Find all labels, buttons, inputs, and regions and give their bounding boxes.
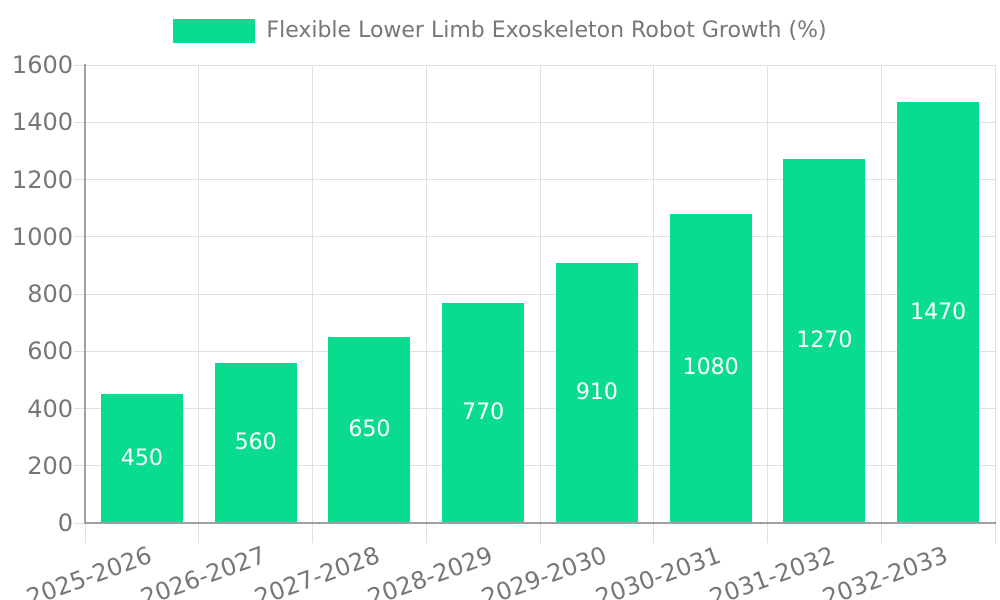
bar: 650 <box>328 336 411 523</box>
y-axis-tick-label: 400 <box>27 394 73 423</box>
y-axis-tick-label: 0 <box>57 509 73 537</box>
bar: 1470 <box>897 102 980 523</box>
x-axis-tick-label: 2025-2026 <box>22 541 156 600</box>
y-axis-tick <box>74 179 85 180</box>
y-axis-tick <box>74 522 85 524</box>
y-axis-tick <box>74 293 85 295</box>
y-axis-tick-label: 600 <box>27 337 73 366</box>
bar: 770 <box>442 302 525 523</box>
category-split-line <box>767 65 768 543</box>
y-axis-tick <box>74 64 85 66</box>
y-axis-tick-label: 1200 <box>11 165 73 194</box>
y-axis-tick-label: 200 <box>27 451 73 480</box>
x-axis-tick-label: 2027-2028 <box>250 541 383 600</box>
y-axis-tick-label: 1600 <box>11 51 73 79</box>
bar-value-label: 770 <box>462 399 505 425</box>
x-axis-tick-label: 2028-2029 <box>364 541 497 600</box>
category-split-line <box>425 65 427 543</box>
y-axis-tick <box>74 350 85 352</box>
bar: 1080 <box>669 213 752 523</box>
category-split-line <box>880 65 882 543</box>
legend[interactable]: Flexible Lower Limb Exoskeleton Robot Gr… <box>0 18 1000 44</box>
x-axis-tick-label: 2029-2030 <box>477 541 611 600</box>
bar-value-label: 910 <box>575 379 618 405</box>
y-axis-line <box>84 64 86 524</box>
bar: 1270 <box>783 159 866 523</box>
x-axis-tick-label: 2026-2027 <box>136 541 270 600</box>
category-split-line <box>653 65 655 543</box>
legend-swatch-icon <box>173 19 256 43</box>
x-axis-tick-label: 2032-2033 <box>819 541 952 600</box>
y-axis-tick-label: 800 <box>27 280 73 308</box>
bar-value-label: 1080 <box>682 355 739 381</box>
category-split-line <box>994 65 996 543</box>
y-axis-tick <box>74 121 85 123</box>
bar-value-label: 1270 <box>796 328 853 354</box>
x-axis-tick-label: 2030-2031 <box>591 541 725 600</box>
bar-value-label: 1470 <box>910 299 967 325</box>
category-split-line <box>312 65 313 543</box>
bar: 910 <box>555 262 638 523</box>
bar: 560 <box>214 362 297 523</box>
y-axis-tick-label: 1000 <box>11 222 73 251</box>
category-split-line <box>539 65 541 543</box>
bar-value-label: 650 <box>348 416 391 442</box>
y-axis-tick <box>74 465 85 467</box>
x-axis-line <box>84 522 996 524</box>
x-axis-tick-label: 2031-2032 <box>705 541 838 600</box>
y-axis-tick-label: 1400 <box>11 108 73 137</box>
bar-value-label: 450 <box>120 445 163 471</box>
category-split-line <box>198 65 200 543</box>
y-axis-tick <box>74 408 85 409</box>
bar: 450 <box>100 394 183 523</box>
legend-label: Flexible Lower Limb Exoskeleton Robot Gr… <box>266 18 827 43</box>
y-axis-tick <box>74 236 85 238</box>
bar-value-label: 560 <box>234 429 277 455</box>
